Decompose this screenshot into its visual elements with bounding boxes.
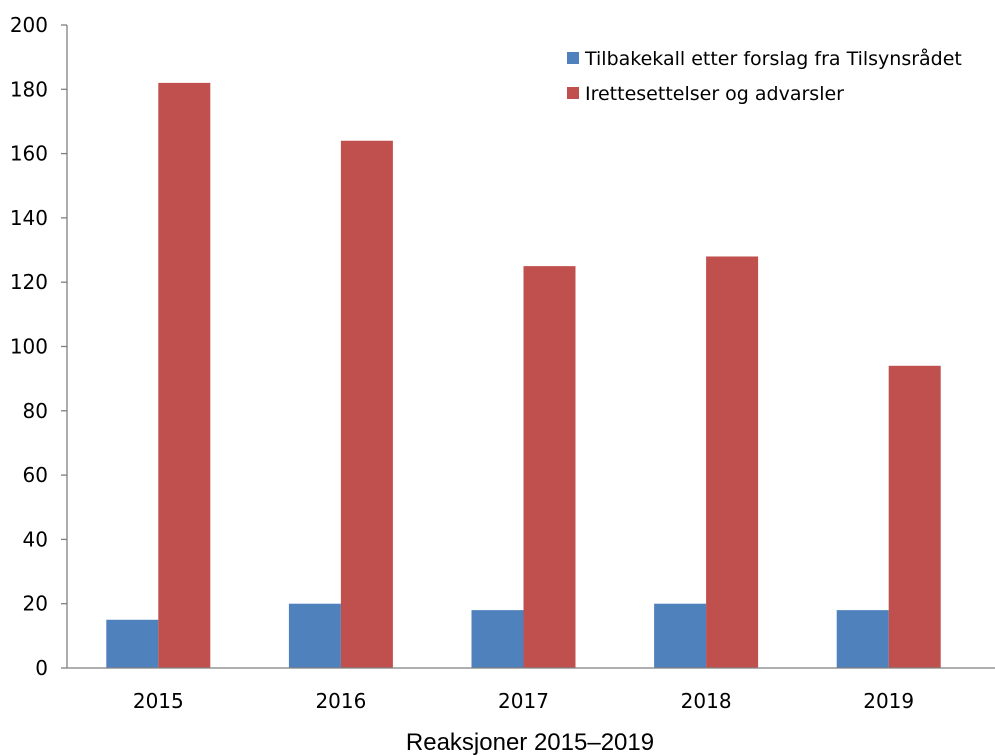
bar-series-1-2018 (654, 603, 707, 668)
bars (106, 82, 941, 669)
bar-series-1-2015 (106, 619, 159, 668)
bar-series-2-2016 (340, 140, 393, 669)
chart-caption: Reaksjoner 2015–2019 (406, 729, 654, 756)
bar-series-1-2019 (836, 610, 889, 668)
legend: Tilbakekall etter forslag fra Tilsynsråd… (567, 47, 962, 105)
x-axis-ticks: 2015 2016 2017 2018 2019 (133, 689, 914, 713)
legend-swatch-series-1 (567, 52, 579, 64)
x-tick-label: 2018 (681, 689, 732, 713)
x-tick-label: 2016 (315, 689, 366, 713)
y-tick-label: 100 (10, 335, 48, 359)
bar-series-1-2016 (288, 603, 341, 668)
y-tick-label: 20 (23, 592, 48, 616)
y-tick-label: 180 (10, 77, 48, 101)
axes (66, 25, 995, 669)
legend-swatch-series-2 (567, 87, 579, 99)
bar-series-2-2015 (158, 82, 211, 669)
y-tick-label: 200 (10, 13, 48, 37)
bar-series-2-2018 (706, 256, 759, 668)
bar-series-2-2017 (523, 266, 576, 668)
y-tick-label: 0 (35, 656, 48, 680)
y-tick-label: 60 (23, 463, 48, 487)
x-tick-label: 2017 (498, 689, 549, 713)
bar-series-2-2019 (888, 365, 941, 668)
y-tick-label: 80 (23, 399, 48, 423)
y-tick-label: 140 (10, 206, 48, 230)
x-tick-label: 2015 (133, 689, 184, 713)
y-tick-label: 40 (23, 527, 48, 551)
legend-label-series-2: Irettesettelser og advarsler (585, 83, 844, 105)
y-axis-ticks: 0 20 40 60 80 100 120 140 160 180 200 (10, 13, 67, 680)
x-tick-label: 2019 (863, 689, 914, 713)
bar-series-1-2017 (471, 610, 524, 668)
y-tick-label: 160 (10, 142, 48, 166)
legend-label-series-1: Tilbakekall etter forslag fra Tilsynsråd… (584, 47, 962, 70)
y-tick-label: 120 (10, 270, 48, 294)
